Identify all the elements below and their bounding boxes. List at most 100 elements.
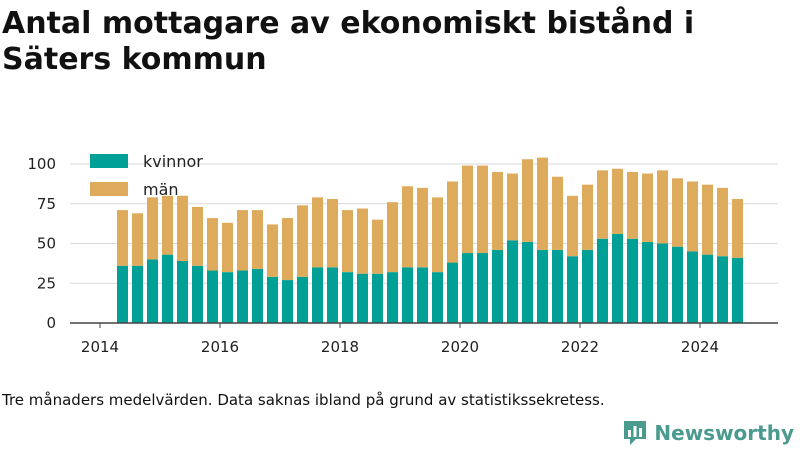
y-tick-label: 0 bbox=[46, 314, 56, 332]
bar-kvinnor bbox=[402, 267, 413, 323]
bar-kvinnor bbox=[297, 276, 308, 323]
bar-kvinnor bbox=[627, 238, 638, 323]
x-tick-label: 2016 bbox=[201, 338, 239, 356]
bar-man bbox=[267, 224, 278, 277]
y-tick-label: 50 bbox=[37, 235, 56, 253]
bar-man bbox=[297, 205, 308, 277]
bar-kvinnor bbox=[447, 262, 458, 323]
bar-man bbox=[732, 198, 743, 258]
bar-man bbox=[537, 157, 548, 250]
bar-kvinnor bbox=[357, 273, 368, 323]
bar-kvinnor bbox=[687, 251, 698, 323]
y-tick-label: 100 bbox=[27, 155, 56, 173]
bar-man bbox=[687, 181, 698, 252]
bar-kvinnor bbox=[672, 246, 683, 323]
bar-kvinnor bbox=[207, 270, 218, 323]
bar-man bbox=[372, 219, 383, 274]
bar-kvinnor bbox=[162, 254, 173, 323]
bar-man bbox=[552, 176, 563, 250]
legend: kvinnor män bbox=[90, 152, 203, 199]
legend-swatch bbox=[90, 182, 128, 196]
bar-kvinnor bbox=[432, 272, 443, 323]
x-tick-label: 2024 bbox=[681, 338, 719, 356]
chart-title: Antal mottagare av ekonomiskt bistånd i … bbox=[2, 6, 695, 77]
bar-man bbox=[627, 171, 638, 239]
bar-chart-logo-icon bbox=[624, 421, 647, 445]
axes: 0 25 50 75 100 2014 2016 2018 2020 2022 2024 bbox=[27, 155, 778, 356]
bar-man bbox=[192, 206, 203, 266]
bars bbox=[117, 157, 743, 323]
bar-man bbox=[567, 195, 578, 257]
bar-man bbox=[582, 184, 593, 250]
bar-man bbox=[672, 178, 683, 247]
bar-man bbox=[417, 187, 428, 268]
bar-kvinnor bbox=[222, 272, 233, 323]
bar-man bbox=[132, 213, 143, 266]
bar-kvinnor bbox=[192, 265, 203, 323]
x-tick-label: 2020 bbox=[441, 338, 479, 356]
bar-kvinnor bbox=[642, 241, 653, 323]
legend-label: kvinnor bbox=[143, 152, 203, 171]
bar-man bbox=[282, 218, 293, 281]
bar-man bbox=[717, 187, 728, 257]
bar-man bbox=[492, 171, 503, 250]
bar-man bbox=[252, 210, 263, 269]
bar-man bbox=[147, 197, 158, 260]
bar-man bbox=[522, 159, 533, 242]
y-tick-label: 25 bbox=[37, 274, 56, 292]
bar-man bbox=[402, 186, 413, 268]
bar-kvinnor bbox=[237, 270, 248, 323]
bar-kvinnor bbox=[177, 260, 188, 323]
bar-kvinnor bbox=[147, 259, 158, 323]
bar-kvinnor bbox=[372, 273, 383, 323]
bar-man bbox=[342, 210, 353, 273]
brand[interactable]: Newsworthy bbox=[622, 418, 794, 448]
footnote: Tre månaders medelvärden. Data saknas ib… bbox=[2, 391, 605, 409]
bar-man bbox=[177, 195, 188, 261]
bar-man bbox=[312, 197, 323, 268]
bar-man bbox=[447, 181, 458, 263]
y-tick-label: 75 bbox=[37, 195, 56, 213]
bar-man bbox=[702, 184, 713, 255]
bar-man bbox=[657, 170, 668, 244]
bar-kvinnor bbox=[342, 272, 353, 323]
bar-kvinnor bbox=[702, 254, 713, 323]
bar-kvinnor bbox=[387, 272, 398, 323]
bar-kvinnor bbox=[657, 243, 668, 323]
bar-kvinnor bbox=[477, 253, 488, 323]
bar-man bbox=[357, 208, 368, 274]
bar-man bbox=[477, 165, 488, 254]
bar-kvinnor bbox=[462, 253, 473, 323]
bar-kvinnor bbox=[597, 238, 608, 323]
bar-man bbox=[462, 165, 473, 254]
bar-kvinnor bbox=[327, 267, 338, 323]
bar-man bbox=[387, 202, 398, 273]
bar-kvinnor bbox=[582, 249, 593, 323]
bar-kvinnor bbox=[132, 265, 143, 323]
bar-man bbox=[432, 197, 443, 273]
bar-man bbox=[597, 170, 608, 239]
x-tick-label: 2018 bbox=[321, 338, 359, 356]
bar-man bbox=[327, 198, 338, 268]
bar-kvinnor bbox=[612, 233, 623, 323]
bar-man bbox=[162, 195, 173, 255]
bar-kvinnor bbox=[252, 268, 263, 323]
legend-label: män bbox=[143, 180, 179, 199]
bar-kvinnor bbox=[267, 276, 278, 323]
bar-man bbox=[612, 168, 623, 234]
bar-man bbox=[222, 222, 233, 273]
bar-kvinnor bbox=[417, 267, 428, 323]
bar-man bbox=[207, 218, 218, 271]
x-tick-label: 2022 bbox=[561, 338, 599, 356]
bar-man bbox=[237, 210, 248, 271]
bar-kvinnor bbox=[537, 249, 548, 323]
bar-kvinnor bbox=[567, 256, 578, 323]
legend-swatch bbox=[90, 154, 128, 168]
bar-kvinnor bbox=[507, 240, 518, 323]
bar-man bbox=[117, 210, 128, 266]
bar-kvinnor bbox=[492, 249, 503, 323]
bar-man bbox=[642, 173, 653, 242]
bar-kvinnor bbox=[282, 280, 293, 323]
bar-kvinnor bbox=[522, 241, 533, 323]
